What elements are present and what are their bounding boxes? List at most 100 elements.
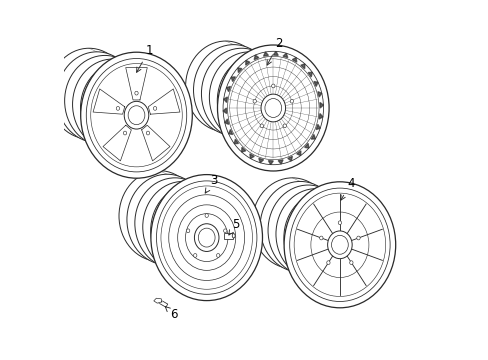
Polygon shape xyxy=(310,134,315,139)
Ellipse shape xyxy=(193,253,197,257)
Ellipse shape xyxy=(124,101,148,129)
Ellipse shape xyxy=(185,41,265,132)
Ellipse shape xyxy=(294,193,385,297)
Ellipse shape xyxy=(72,59,153,150)
Polygon shape xyxy=(315,124,320,130)
Text: 6: 6 xyxy=(165,307,178,321)
Ellipse shape xyxy=(271,84,274,88)
Ellipse shape xyxy=(223,229,226,233)
Ellipse shape xyxy=(135,91,138,95)
Ellipse shape xyxy=(252,178,332,269)
Ellipse shape xyxy=(291,196,371,287)
Ellipse shape xyxy=(193,45,273,135)
Text: 3: 3 xyxy=(205,174,217,193)
Polygon shape xyxy=(307,72,312,77)
Polygon shape xyxy=(125,68,147,100)
Polygon shape xyxy=(228,130,232,134)
Ellipse shape xyxy=(252,99,256,103)
Ellipse shape xyxy=(356,236,359,240)
Ellipse shape xyxy=(81,52,192,178)
Ellipse shape xyxy=(284,192,364,283)
Ellipse shape xyxy=(227,57,318,160)
Ellipse shape xyxy=(216,253,220,257)
Ellipse shape xyxy=(142,181,223,272)
Polygon shape xyxy=(273,51,278,55)
Ellipse shape xyxy=(232,234,235,238)
Ellipse shape xyxy=(64,55,145,146)
Ellipse shape xyxy=(86,58,186,172)
FancyBboxPatch shape xyxy=(223,233,232,239)
Ellipse shape xyxy=(267,185,347,276)
Polygon shape xyxy=(296,151,300,156)
Polygon shape xyxy=(258,158,263,163)
Polygon shape xyxy=(254,55,258,60)
Ellipse shape xyxy=(331,235,347,254)
Polygon shape xyxy=(148,89,180,114)
Ellipse shape xyxy=(327,231,351,258)
Polygon shape xyxy=(142,125,170,161)
Polygon shape xyxy=(223,97,227,103)
Polygon shape xyxy=(234,139,238,144)
Text: 1: 1 xyxy=(136,44,153,72)
Ellipse shape xyxy=(198,228,215,247)
Polygon shape xyxy=(245,60,249,65)
Ellipse shape xyxy=(289,188,389,302)
Polygon shape xyxy=(319,113,322,119)
Ellipse shape xyxy=(204,214,208,217)
Ellipse shape xyxy=(261,94,285,122)
Ellipse shape xyxy=(49,48,129,139)
Polygon shape xyxy=(300,64,305,69)
Ellipse shape xyxy=(349,261,352,265)
Ellipse shape xyxy=(150,185,230,276)
Ellipse shape xyxy=(88,66,168,157)
Ellipse shape xyxy=(217,45,328,171)
Ellipse shape xyxy=(194,224,219,251)
Ellipse shape xyxy=(209,52,289,143)
Polygon shape xyxy=(283,53,287,58)
Ellipse shape xyxy=(158,189,239,279)
Polygon shape xyxy=(237,68,242,73)
Ellipse shape xyxy=(283,124,286,128)
Polygon shape xyxy=(268,161,273,165)
Ellipse shape xyxy=(128,106,144,125)
Ellipse shape xyxy=(201,48,281,139)
Ellipse shape xyxy=(156,181,256,294)
Polygon shape xyxy=(319,103,323,108)
Ellipse shape xyxy=(153,107,157,110)
Ellipse shape xyxy=(264,99,281,117)
Ellipse shape xyxy=(161,186,252,289)
Ellipse shape xyxy=(146,131,149,135)
Ellipse shape xyxy=(289,99,293,103)
Text: 5: 5 xyxy=(228,219,239,235)
Polygon shape xyxy=(223,108,226,113)
Ellipse shape xyxy=(57,52,137,143)
Ellipse shape xyxy=(151,175,262,301)
Polygon shape xyxy=(224,119,228,124)
Ellipse shape xyxy=(123,131,126,135)
Polygon shape xyxy=(287,156,292,161)
Ellipse shape xyxy=(91,63,182,167)
Ellipse shape xyxy=(135,178,215,269)
Ellipse shape xyxy=(260,181,340,272)
Polygon shape xyxy=(263,52,268,56)
Polygon shape xyxy=(278,160,283,164)
Polygon shape xyxy=(249,154,254,158)
Polygon shape xyxy=(317,92,321,97)
Ellipse shape xyxy=(326,261,329,265)
Ellipse shape xyxy=(260,124,263,128)
Ellipse shape xyxy=(119,171,199,261)
Ellipse shape xyxy=(223,51,323,165)
Polygon shape xyxy=(292,58,296,62)
Ellipse shape xyxy=(284,182,395,308)
Polygon shape xyxy=(226,86,230,92)
Polygon shape xyxy=(231,77,235,82)
Polygon shape xyxy=(157,299,167,307)
Ellipse shape xyxy=(116,107,120,110)
Ellipse shape xyxy=(319,236,323,240)
Ellipse shape xyxy=(338,221,341,225)
Polygon shape xyxy=(241,147,245,152)
Text: 2: 2 xyxy=(266,37,282,65)
Ellipse shape xyxy=(81,63,161,153)
Text: 4: 4 xyxy=(340,177,354,200)
Polygon shape xyxy=(103,125,131,161)
